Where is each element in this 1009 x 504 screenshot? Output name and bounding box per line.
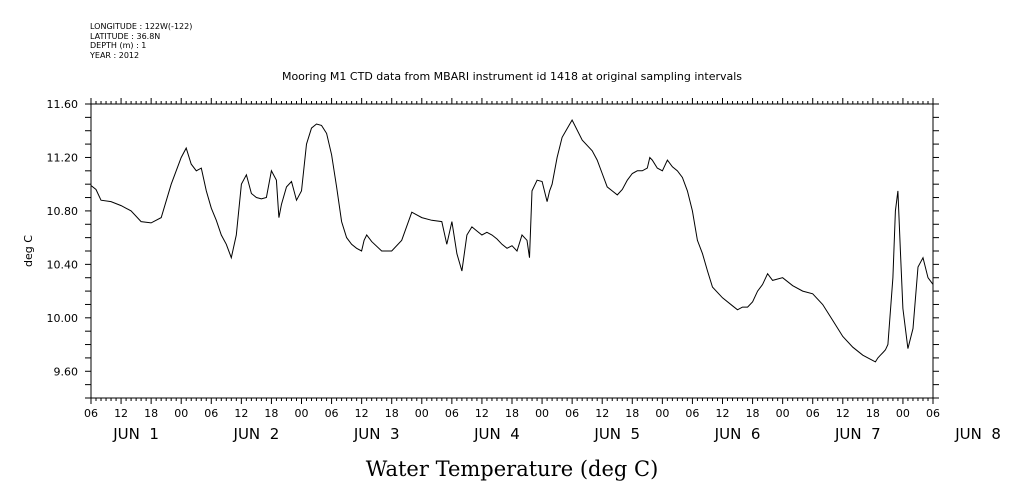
x-tick-label: 18 <box>144 407 158 420</box>
x-tick-label: 00 <box>535 407 549 420</box>
year-label: YEAR : 2012 <box>90 50 140 60</box>
x-day-label: JUN 3 <box>353 425 400 443</box>
x-tick-label: 18 <box>746 407 760 420</box>
y-tick-label: 10.00 <box>47 312 79 325</box>
depth-label: DEPTH (m) : 1 <box>90 41 147 50</box>
x-tick-label: 12 <box>355 407 369 420</box>
x-tick-label: 06 <box>325 407 339 420</box>
latitude-label: LATITUDE : 36.8N <box>90 31 161 41</box>
plot-frame <box>90 103 934 399</box>
x-tick-label: 12 <box>234 407 248 420</box>
x-day-label: JUN 4 <box>473 425 520 443</box>
y-tick-label: 10.80 <box>47 205 79 218</box>
y-axis-tick-labels: 9.60 10.00 10.40 10.80 11.20 11.60 <box>47 98 79 378</box>
x-axis-day-labels: JUN 1 JUN 2 JUN 3 JUN 4 JUN 5 JUN 6 JUN 7 JUN 8 <box>112 425 1001 443</box>
x-tick-label: 00 <box>655 407 669 420</box>
y-axis-label: deg C <box>22 235 35 267</box>
x-axis-tick-labels: 06 12 18 00 06 12 18 00 06 12 18 00 06 12 18 00 06 12 18 00… <box>84 407 940 420</box>
x-day-label: JUN 2 <box>233 425 280 443</box>
x-tick-label: 12 <box>475 407 489 420</box>
x-day-label: JUN 5 <box>593 425 640 443</box>
x-axis-label: Water Temperature (deg C) <box>366 457 659 481</box>
x-tick-label: 12 <box>836 407 850 420</box>
x-tick-label: 06 <box>565 407 579 420</box>
x-tick-label: 06 <box>926 407 940 420</box>
x-tick-label: 00 <box>415 407 429 420</box>
x-tick-label: 06 <box>204 407 218 420</box>
x-tick-label: 18 <box>866 407 880 420</box>
y-tick-label: 10.40 <box>47 258 79 271</box>
x-tick-label: 12 <box>114 407 128 420</box>
y-tick-label: 9.60 <box>54 365 79 378</box>
x-day-label: JUN 8 <box>954 425 1001 443</box>
x-tick-label: 00 <box>295 407 309 420</box>
temperature-series-line <box>90 118 934 363</box>
x-tick-label: 18 <box>505 407 519 420</box>
x-tick-label: 18 <box>264 407 278 420</box>
x-tick-label: 12 <box>595 407 609 420</box>
x-tick-label: 06 <box>685 407 699 420</box>
x-tick-label: 00 <box>776 407 790 420</box>
x-tick-label: 06 <box>84 407 98 420</box>
header-metadata: LONGITUDE : 122W(-122) LATITUDE : 36.8N … <box>90 22 192 60</box>
axis-ticks <box>85 98 939 404</box>
x-day-label: JUN 6 <box>714 425 761 443</box>
longitude-label: LONGITUDE : 122W(-122) <box>90 22 193 31</box>
x-tick-label: 12 <box>716 407 730 420</box>
y-tick-label: 11.20 <box>47 151 79 164</box>
chart-title: Mooring M1 CTD data from MBARI instrumen… <box>282 70 742 83</box>
x-day-label: JUN 1 <box>112 425 159 443</box>
x-tick-label: 00 <box>174 407 188 420</box>
x-tick-label: 06 <box>806 407 820 420</box>
x-tick-label: 00 <box>896 407 910 420</box>
x-tick-label: 18 <box>625 407 639 420</box>
x-day-label: JUN 7 <box>834 425 881 443</box>
x-tick-label: 18 <box>385 407 399 420</box>
y-tick-label: 11.60 <box>47 98 79 111</box>
x-tick-label: 06 <box>445 407 459 420</box>
